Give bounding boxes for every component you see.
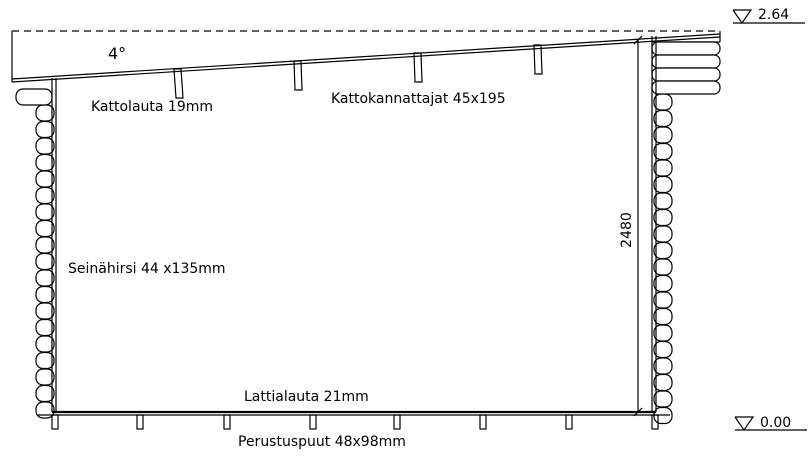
- wall-log: [654, 292, 672, 308]
- floor: [38, 412, 670, 415]
- level-marker-top: 2.64: [733, 7, 805, 23]
- wall-log: [36, 105, 54, 121]
- height-dimension: 2480: [619, 36, 642, 416]
- gable-log: [652, 55, 720, 68]
- wall-log: [36, 270, 54, 286]
- wall-log: [654, 160, 672, 176]
- wall-log: [654, 375, 672, 391]
- gable-log: [652, 68, 720, 81]
- wall-log: [654, 193, 672, 209]
- wall-log: [654, 226, 672, 242]
- wall-log: [36, 171, 54, 187]
- top-level-label: 2.64: [758, 7, 789, 23]
- wall-log: [36, 204, 54, 220]
- foundation-beam: [566, 415, 572, 429]
- left-top-log: [16, 89, 52, 105]
- wall-log: [36, 138, 54, 154]
- wall-log: [654, 342, 672, 358]
- gable-log: [652, 81, 720, 94]
- wall-log: [36, 336, 54, 352]
- wall-log: [36, 303, 54, 319]
- height-dimension-label: 2480: [619, 212, 635, 248]
- foundation-beam: [310, 415, 316, 429]
- wall-log: [654, 177, 672, 193]
- wall-log: [16, 89, 52, 105]
- gable-logs-right: [652, 42, 720, 94]
- foundation-beams: [52, 415, 658, 429]
- rafter: [294, 61, 302, 90]
- wall-log: [654, 243, 672, 259]
- wall-log: [654, 111, 672, 127]
- rafter: [414, 53, 422, 82]
- foundation-beam: [224, 415, 230, 429]
- wall-log: [36, 320, 54, 336]
- wall-log: [36, 155, 54, 171]
- wall-log: [654, 391, 672, 407]
- wall-log: [654, 94, 672, 110]
- wall-log: [36, 237, 54, 253]
- wall-log: [36, 386, 54, 402]
- wall-log: [36, 254, 54, 270]
- rafter: [174, 69, 183, 98]
- wall-log: [36, 122, 54, 138]
- level-triangle-icon: [733, 10, 751, 23]
- wall-log: [654, 144, 672, 160]
- wall-log: [36, 188, 54, 204]
- gable-log: [652, 42, 720, 55]
- base-level-label: 0.00: [760, 415, 791, 431]
- wall-log-label: Seinähirsi 44 x135mm: [68, 261, 226, 277]
- level-triangle-icon: [735, 417, 753, 430]
- wall-log: [654, 210, 672, 226]
- level-marker-base: 0.00: [735, 415, 807, 431]
- wall-log: [654, 358, 672, 374]
- wall-log: [654, 325, 672, 341]
- wall-log: [654, 276, 672, 292]
- wall-log: [36, 369, 54, 385]
- rafter: [534, 45, 542, 74]
- wall-log: [654, 127, 672, 143]
- roof-board-label: Kattolauta 19mm: [91, 99, 213, 115]
- floor-board-label: Lattialauta 21mm: [244, 389, 369, 405]
- left-wall-logs: [36, 105, 54, 418]
- foundation-beam: [52, 415, 58, 429]
- wall-log: [654, 309, 672, 325]
- wall-log: [36, 287, 54, 303]
- foundation-label: Perustuspuut 48x98mm: [238, 434, 406, 450]
- foundation-beam: [137, 415, 143, 429]
- wall-log: [36, 353, 54, 369]
- foundation-beam: [394, 415, 400, 429]
- roof-angle-label: 4°: [108, 44, 126, 63]
- right-wall-logs: [654, 94, 672, 424]
- wall-log: [36, 221, 54, 237]
- foundation-beam: [480, 415, 486, 429]
- rafter-label: Kattokannattajat 45x195: [331, 91, 506, 107]
- wall-log: [654, 259, 672, 275]
